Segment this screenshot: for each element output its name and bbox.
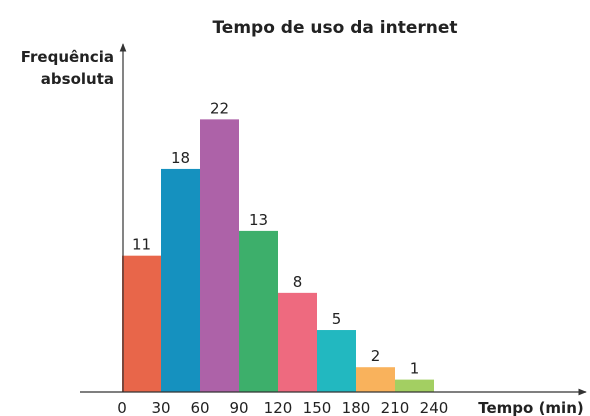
x-tick-label: 210 bbox=[381, 399, 410, 416]
bar bbox=[161, 168, 200, 392]
x-tick-label: 90 bbox=[229, 399, 248, 416]
value-label: 11 bbox=[132, 236, 151, 254]
bar bbox=[122, 255, 161, 392]
x-tick-label: 150 bbox=[303, 399, 332, 416]
x-tick-label: 0 bbox=[117, 399, 127, 416]
value-label: 5 bbox=[332, 310, 342, 328]
bar bbox=[278, 292, 317, 392]
x-tick-label: 240 bbox=[420, 399, 449, 416]
value-label: 2 bbox=[371, 347, 381, 365]
value-label: 1 bbox=[410, 360, 420, 378]
value-label: 13 bbox=[249, 211, 268, 229]
value-label: 8 bbox=[293, 273, 303, 291]
bar bbox=[356, 367, 395, 392]
value-label: 22 bbox=[210, 99, 229, 117]
bar bbox=[317, 330, 356, 392]
value-label: 18 bbox=[171, 149, 190, 167]
x-axis-label: Tempo (min) bbox=[478, 399, 583, 416]
bar bbox=[200, 119, 239, 392]
x-tick-label: 30 bbox=[151, 399, 170, 416]
bar bbox=[239, 230, 278, 392]
bar bbox=[395, 379, 434, 392]
x-tick-label: 60 bbox=[190, 399, 209, 416]
y-axis-label: absoluta bbox=[41, 70, 114, 88]
y-axis-label: Frequência bbox=[21, 48, 114, 66]
x-tick-label: 120 bbox=[264, 399, 293, 416]
chart-title: Tempo de uso da internet bbox=[212, 18, 457, 38]
x-tick-label: 180 bbox=[342, 399, 371, 416]
